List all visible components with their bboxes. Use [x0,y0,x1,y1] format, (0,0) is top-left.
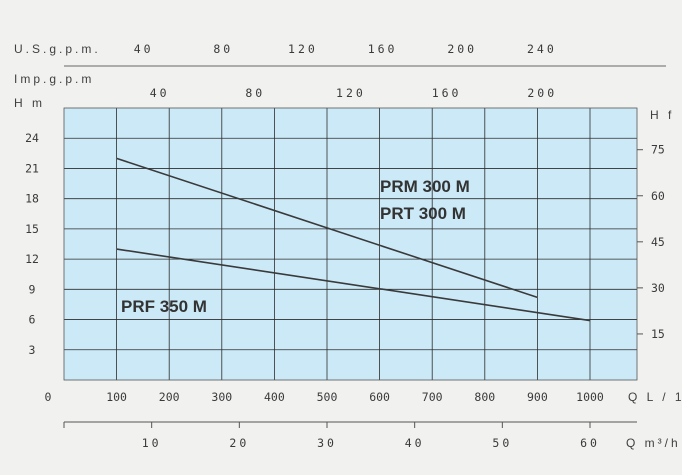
right-y-tick-label: 15 [651,327,665,341]
impgpm-tick-label: 120 [336,86,366,100]
usgpm-tick-label: 200 [447,42,477,56]
impgpm-tick-label: 40 [150,86,170,100]
lps-tick-label: 200 [159,390,180,404]
impgpm-tick-label: 200 [527,86,557,100]
lps-tick-label: 1000 [576,390,604,404]
plot-background [64,108,637,380]
lps-tick-label: 500 [317,390,338,404]
series-labels: PRM 300 M PRT 300 M PRF 350 M [121,177,470,316]
m3h-tick-label: 60 [580,436,600,450]
left-y-tick-label: 9 [29,282,36,296]
series-line-2 [116,248,591,322]
right-y-tick-label: 60 [651,189,665,203]
grid-lines [63,107,638,381]
impgpm-axis-title: Imp.g.p.m [14,72,94,86]
usgpm-tick-label: 120 [288,42,318,56]
lps-tick-label: 0 [45,390,52,404]
left-y-axis: H m 3 6 9 12 15 18 21 24 [14,96,45,357]
right-y-tick-label: 45 [651,235,665,249]
series-line-1 [116,157,538,299]
lps-axis-title: Q L / 1' [628,390,682,404]
right-y-tick-label: 30 [651,281,665,295]
lps-tick-label: 700 [422,390,443,404]
m3h-axis-title: Q m³/h [626,436,681,450]
series-label-1: PRT 300 M [380,204,466,223]
series-lines [116,157,591,322]
m3h-tick-label: 50 [492,436,512,450]
lps-tick-label: 400 [264,390,285,404]
series-label-1: PRM 300 M [380,177,470,196]
usgpm-tick-label: 40 [134,42,154,56]
right-y-tick-label: 75 [651,143,665,157]
lps-tick-label: 300 [211,390,232,404]
impgpm-axis: Imp.g.p.m 40 80 120 160 200 [14,72,557,100]
plot-area [64,108,637,380]
usgpm-axis: U.S.g.p.m. 40 80 120 160 200 240 [14,42,666,67]
lps-tick-label: 600 [369,390,390,404]
usgpm-tick-label: 160 [368,42,398,56]
left-y-tick-label: 12 [25,252,39,266]
usgpm-axis-title: U.S.g.p.m. [14,42,101,56]
usgpm-tick-label: 80 [213,42,233,56]
lps-tick-label: 100 [106,390,127,404]
left-y-tick-label: 15 [25,222,39,236]
lps-tick-label: 800 [474,390,495,404]
left-y-tick-label: 18 [25,192,39,206]
left-y-axis-title: H m [14,96,45,110]
left-y-tick-label: 24 [25,131,39,145]
left-y-tick-label: 21 [25,161,39,175]
usgpm-tick-label: 240 [527,42,557,56]
right-y-axis: H f 15 30 45 60 75 [637,108,674,341]
left-y-tick-label: 6 [29,313,36,327]
m3h-tick-label: 20 [229,436,249,450]
bottom-x-axis-m3h: 10 20 30 40 50 60 Q m³/h [63,421,681,450]
right-y-axis-title: H f [650,108,674,122]
impgpm-tick-label: 160 [432,86,462,100]
m3h-tick-label: 30 [317,436,337,450]
series-label-2: PRF 350 M [121,297,207,316]
m3h-tick-label: 40 [405,436,425,450]
m3h-tick-label: 10 [142,436,162,450]
lps-tick-label: 900 [527,390,548,404]
impgpm-tick-label: 80 [245,86,265,100]
bottom-x-axis-lps: 0 100 200 300 400 500 600 700 800 900 1000 Q L / 1' [45,390,682,404]
plot-border [63,107,638,381]
left-y-tick-label: 3 [29,343,36,357]
